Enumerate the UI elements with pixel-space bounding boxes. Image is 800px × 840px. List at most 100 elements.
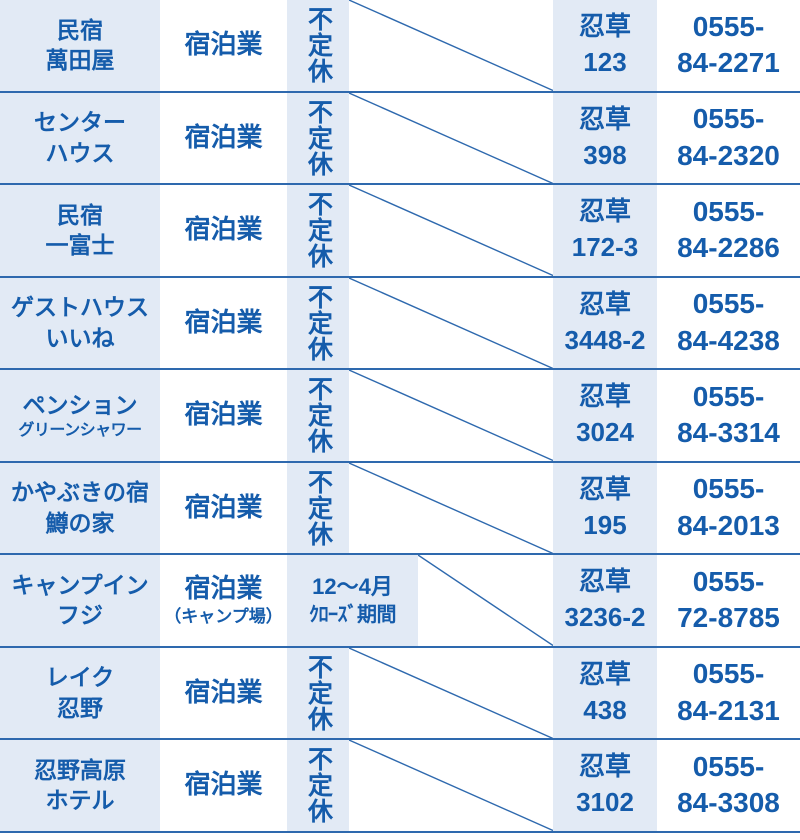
name-cell: 忍野高原 ホテル — [0, 740, 160, 831]
address-cell: 忍草 438 — [553, 647, 657, 738]
table-row: 忍野高原 ホテル 宿泊業 不定休 忍草 3102 0555- 84-3308 — [0, 740, 800, 833]
table-row: キャンプイン フジ 宿泊業 （キャンプ場） 12～4月 ｸﾛｰｽﾞ期間 忍草 3… — [0, 555, 800, 648]
business-type-cell: 宿泊業 — [160, 92, 287, 183]
address-cell: 忍草 398 — [553, 92, 657, 183]
phone-cell: 0555- 84-2131 — [657, 647, 800, 738]
address-line-2: 3102 — [576, 787, 634, 818]
name-line-1: レイク — [45, 664, 115, 691]
business-type-cell: 宿泊業 — [160, 185, 287, 276]
business-type-text: 宿泊業 — [184, 573, 263, 604]
business-type-text: 宿泊業 — [184, 306, 263, 337]
name-cell: キャンプイン フジ — [0, 555, 160, 646]
name-line-1: ペンション — [22, 391, 138, 418]
name-line-2: いいね — [45, 324, 115, 351]
phone-cell: 0555- 84-3314 — [657, 370, 800, 461]
name-cell: ゲストハウス いいね — [0, 277, 160, 368]
table-row: ゲストハウス いいね 宿泊業 不定休 忍草 3448-2 0555- 84-42… — [0, 277, 800, 370]
diagonal-line — [349, 740, 553, 831]
address-line-2: 3236-2 — [564, 602, 646, 633]
diagonal-line — [349, 0, 553, 91]
name-line-2: 一富士 — [45, 232, 115, 259]
phone-line-1: 0555- — [692, 288, 765, 320]
holiday-cell: 不定休 — [287, 740, 349, 831]
name-cell: センター ハウス — [0, 92, 160, 183]
address-cell: 忍草 3102 — [553, 740, 657, 831]
holiday-text: 不定休 — [304, 283, 333, 362]
diagonal-line — [349, 185, 553, 276]
phone-line-1: 0555- — [692, 658, 765, 690]
diagonal-line — [349, 463, 553, 554]
phone-line-1: 0555- — [692, 750, 765, 782]
name-cell: ペンション グリーンシャワー — [0, 370, 160, 461]
name-line-1: 民宿 — [57, 201, 103, 228]
blank-cell — [349, 740, 553, 831]
business-type-text: 宿泊業 — [184, 29, 263, 60]
blank-cell — [418, 555, 553, 646]
holiday-cell: 12～4月 ｸﾛｰｽﾞ期間 — [287, 555, 418, 646]
address-cell: 忍草 3024 — [553, 370, 657, 461]
address-line-1: 忍草 — [578, 473, 631, 504]
blank-cell — [349, 647, 553, 739]
name-cell: 民宿 一富士 — [0, 185, 160, 276]
table-row: ペンション グリーンシャワー 宿泊業 不定休 忍草 3024 0555- 84-… — [0, 370, 800, 463]
business-type-cell: 宿泊業 — [160, 740, 287, 831]
phone-line-2: 84-2286 — [677, 232, 780, 264]
diagonal-line — [349, 370, 553, 461]
diagonal-line — [349, 93, 553, 184]
blank-cell — [349, 185, 553, 276]
blank-cell — [349, 0, 553, 91]
name-line-2: 忍野 — [57, 694, 103, 721]
phone-cell: 0555- 72-8785 — [657, 555, 800, 646]
table-row: 民宿 一富士 宿泊業 不定休 忍草 172-3 0555- 84-2286 — [0, 185, 800, 278]
holiday-cell: 不定休 — [287, 0, 349, 91]
phone-cell: 0555- 84-3308 — [657, 740, 800, 831]
holiday-cell: 不定休 — [287, 647, 349, 738]
phone-line-1: 0555- — [692, 473, 765, 505]
phone-line-2: 72-8785 — [677, 602, 780, 634]
address-line-2: 3024 — [576, 417, 634, 448]
name-line-2: ハウス — [45, 139, 115, 166]
name-line-2: フジ — [57, 602, 103, 629]
holiday-line-2: ｸﾛｰｽﾞ期間 — [309, 603, 397, 626]
business-type-cell: 宿泊業 — [160, 647, 287, 738]
business-type-cell: 宿泊業 — [160, 370, 287, 461]
address-cell: 忍草 3448-2 — [553, 277, 657, 368]
phone-cell: 0555- 84-2320 — [657, 92, 800, 183]
business-type-text: 宿泊業 — [184, 769, 263, 800]
business-type-text: 宿泊業 — [184, 491, 263, 522]
blank-cell — [349, 277, 553, 369]
holiday-cell: 不定休 — [287, 185, 349, 276]
address-line-1: 忍草 — [578, 566, 631, 597]
holiday-text: 不定休 — [304, 746, 333, 825]
address-line-2: 172-3 — [571, 232, 639, 263]
name-line-1: 忍野高原 — [34, 756, 126, 783]
address-line-1: 忍草 — [578, 751, 631, 782]
business-type-text: 宿泊業 — [184, 676, 263, 707]
holiday-text: 不定休 — [304, 191, 333, 270]
address-line-1: 忍草 — [578, 11, 631, 42]
name-line-1: 民宿 — [57, 16, 103, 43]
phone-line-1: 0555- — [692, 195, 765, 227]
holiday-text: 不定休 — [304, 653, 333, 732]
table-row: 民宿 萬田屋 宿泊業 不定休 忍草 123 0555- 84-2271 — [0, 0, 800, 93]
diagonal-line — [349, 648, 553, 739]
address-line-2: 398 — [583, 139, 627, 170]
phone-line-2: 84-3314 — [677, 417, 780, 449]
address-cell: 忍草 123 — [553, 0, 657, 91]
phone-line-1: 0555- — [692, 380, 765, 412]
phone-cell: 0555- 84-2013 — [657, 462, 800, 553]
name-line-1: センター — [34, 109, 126, 136]
business-type-text: 宿泊業 — [184, 399, 263, 430]
holiday-text: 不定休 — [304, 468, 333, 547]
address-line-2: 195 — [583, 509, 627, 540]
phone-line-2: 84-2013 — [677, 509, 780, 541]
address-cell: 忍草 195 — [553, 462, 657, 553]
address-cell: 忍草 3236-2 — [553, 555, 657, 646]
address-cell: 忍草 172-3 — [553, 185, 657, 276]
diagonal-line — [349, 278, 553, 369]
diagonal-line — [418, 555, 553, 646]
blank-cell — [349, 370, 553, 461]
holiday-cell: 不定休 — [287, 277, 349, 368]
